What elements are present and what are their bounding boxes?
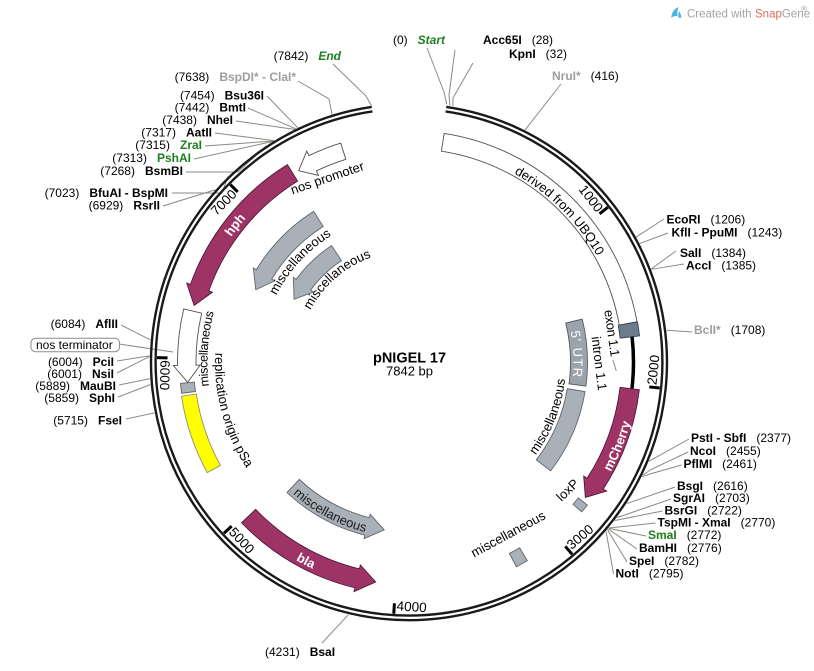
- svg-text:(4231) BsaI: (4231) BsaI: [265, 645, 335, 659]
- svg-text:KflI - PpuMI (1243): KflI - PpuMI (1243): [672, 225, 783, 239]
- svg-text:BamHI (2776): BamHI (2776): [639, 541, 722, 555]
- svg-text:(5715) FseI: (5715) FseI: [53, 414, 122, 428]
- svg-text:BclI* (1708): BclI* (1708): [694, 323, 765, 337]
- svg-text:6000: 6000: [157, 360, 173, 390]
- svg-text:2000: 2000: [644, 354, 662, 385]
- svg-text:(6929) RsrII: (6929) RsrII: [89, 199, 160, 213]
- svg-text:AccI (1385): AccI (1385): [686, 259, 756, 273]
- svg-text:(7268) BsmBI: (7268) BsmBI: [100, 164, 183, 178]
- svg-text:(7315) ZraI: (7315) ZraI: [135, 138, 202, 152]
- svg-text:(7638) BspDI* - ClaI*: (7638) BspDI* - ClaI*: [175, 70, 297, 84]
- svg-text:5' UTR: 5' UTR: [568, 329, 586, 378]
- svg-text:NruI* (416): NruI* (416): [552, 69, 619, 83]
- svg-text:Created with: Created with: [687, 9, 752, 21]
- svg-text:SmaI (2772): SmaI (2772): [648, 528, 721, 542]
- svg-text:PstI - SbfI (2377): PstI - SbfI (2377): [691, 431, 791, 445]
- svg-text:®: ®: [801, 5, 807, 14]
- svg-text:4000: 4000: [396, 598, 427, 615]
- svg-text:PflMI (2461): PflMI (2461): [684, 457, 757, 471]
- svg-text:(0) Start: (0) Start: [393, 33, 446, 47]
- svg-text:KpnI (32): KpnI (32): [509, 47, 567, 61]
- svg-text:NcoI (2455): NcoI (2455): [690, 444, 761, 458]
- svg-text:(6084) AflII: (6084) AflII: [51, 317, 118, 331]
- svg-text:NotI (2795): NotI (2795): [616, 567, 684, 581]
- svg-text:(7313) PshAI: (7313) PshAI: [112, 151, 191, 165]
- svg-text:Acc65I (28): Acc65I (28): [483, 33, 553, 47]
- svg-text:nos terminator: nos terminator: [36, 338, 113, 352]
- svg-text:(5859) SphI: (5859) SphI: [44, 391, 115, 405]
- svg-text:(7842) End: (7842) End: [274, 49, 342, 63]
- svg-text:7842 bp: 7842 bp: [386, 364, 433, 379]
